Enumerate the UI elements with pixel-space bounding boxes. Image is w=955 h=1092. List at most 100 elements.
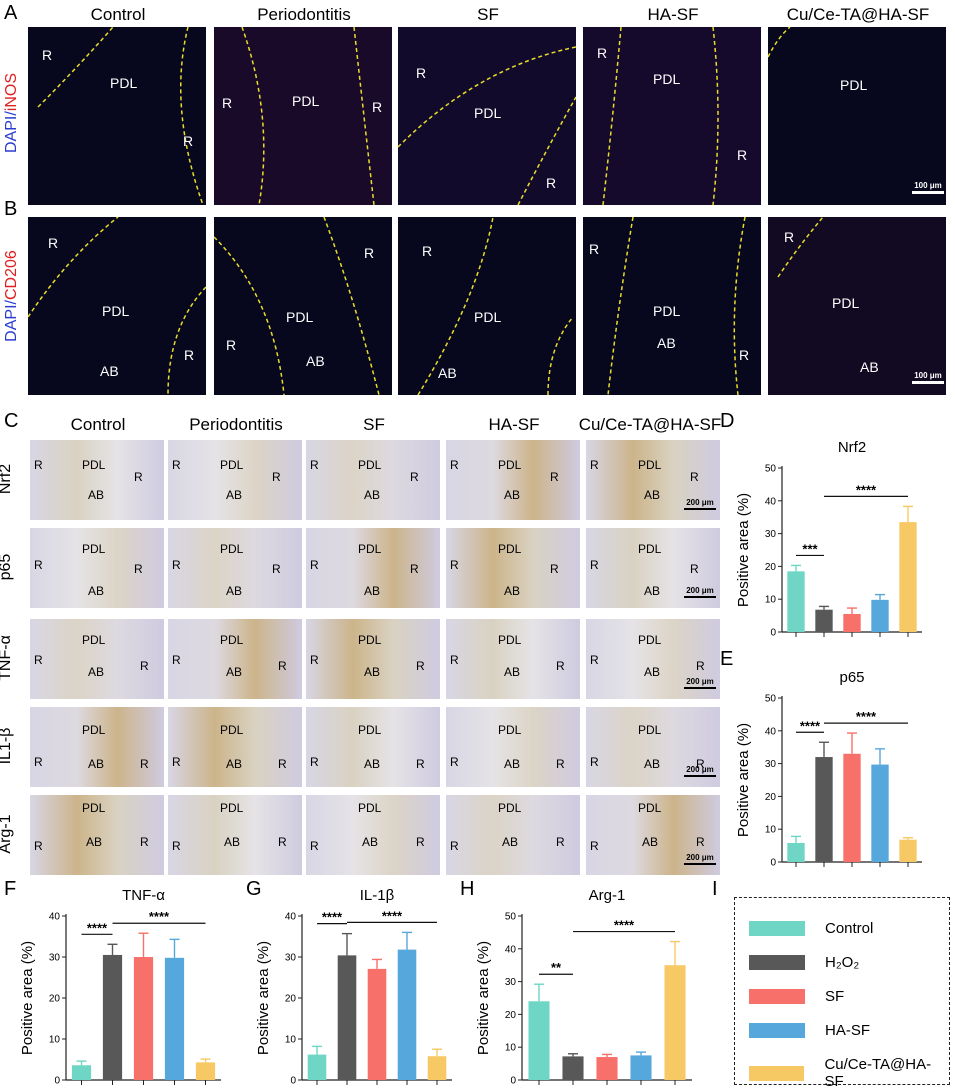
ihc-tissue-label: R xyxy=(556,835,565,849)
ihc-tissue-label: PDL xyxy=(220,801,244,815)
fluor-b-periodontitis: R PDL R AB xyxy=(214,217,392,395)
tissue-label: PDL xyxy=(653,71,681,87)
ihc-image: R PDL AB R xyxy=(306,528,440,608)
ihc-tissue-label: AB xyxy=(644,757,661,771)
tissue-label: PDL xyxy=(474,309,502,325)
legend-item-cuce: Cu/Ce-TA@HA-SF xyxy=(749,1056,949,1090)
tissue-label: R xyxy=(416,65,427,81)
ihc-tissue-label: PDL xyxy=(220,633,244,647)
ihc-image: PDL R AB R xyxy=(30,795,164,875)
ihc-tissue-label: PDL xyxy=(498,801,522,815)
legend: Control H₂O₂ SF HA-SF Cu/Ce-TA@HA-SF xyxy=(734,897,950,1090)
tissue-label: R xyxy=(597,45,608,61)
ihc-tissue-label: AB xyxy=(226,584,243,598)
significance-label: *** xyxy=(802,541,818,556)
legend-item-control: Control xyxy=(749,920,873,937)
fluor-a-cuce: PDL 100 μm xyxy=(768,27,946,205)
ihc-image: PDL R AB R xyxy=(168,795,302,875)
ihc-row-label: TNF-α xyxy=(0,635,14,681)
ihc-tissue-label: AB xyxy=(644,488,661,502)
ihc-image: R PDL AB R xyxy=(30,440,164,520)
bar xyxy=(367,968,387,1080)
ihc-image: R PDL AB R xyxy=(306,440,440,520)
ihc-image: R PDL AB R xyxy=(168,440,302,520)
tissue-label: PDL xyxy=(292,93,320,109)
bar xyxy=(307,1054,327,1080)
ihc-tissue-label: PDL xyxy=(220,542,244,556)
ihc-tissue-label: R xyxy=(272,470,281,484)
ihc-tissue-label: R xyxy=(278,659,287,673)
ihc-tissue-label: PDL xyxy=(358,542,382,556)
ihc-tissue-label: AB xyxy=(504,757,521,771)
y-tick-label: 30 xyxy=(505,977,517,988)
bar xyxy=(843,753,861,862)
bar xyxy=(871,764,889,862)
boundary-lines-icon xyxy=(777,217,824,278)
bar xyxy=(71,1065,92,1080)
tissue-label: R xyxy=(546,175,557,191)
chart-title: Arg-1 xyxy=(589,887,626,904)
ihc-tissue-label: R xyxy=(696,835,705,849)
y-tick-label: 10 xyxy=(765,825,777,836)
legend-swatch xyxy=(749,989,805,1004)
y-tick-label: 50 xyxy=(505,912,517,923)
ihc-tissue-label: R xyxy=(140,835,149,849)
col-title-c-periodontitis: Periodontitis xyxy=(189,415,283,434)
ihc-tissue-label: PDL xyxy=(498,633,522,647)
y-tick-label: 20 xyxy=(765,792,777,803)
y-tick-label: 40 xyxy=(505,944,517,955)
fluor-b-cuce: R PDL AB 100 μm xyxy=(768,217,946,395)
col-title-c-sf: SF xyxy=(363,415,385,434)
ihc-tissue-label: R xyxy=(690,470,699,484)
ihc-tissue-label: R xyxy=(310,755,319,769)
ihc-tissue-label: R xyxy=(556,659,565,673)
y-axis-label: Positive area (%) xyxy=(255,941,272,1055)
significance-label: **** xyxy=(87,920,108,935)
tissue-label: R xyxy=(184,347,195,363)
bar xyxy=(596,1057,618,1080)
col-title-c-control: Control xyxy=(70,415,126,434)
y-tick-label: 40 xyxy=(765,496,777,507)
tissue-label: R xyxy=(183,133,194,149)
ihc-tissue-label: R xyxy=(590,653,599,667)
ihc-image: R PDL AB R 200 μm xyxy=(586,528,720,608)
boundary-lines-icon xyxy=(417,217,574,395)
row-label-a: DAPI/iNOS xyxy=(3,63,21,163)
col-title-periodontitis: Periodontitis xyxy=(257,5,351,24)
y-tick-label: 0 xyxy=(290,1076,296,1087)
ihc-tissue-label: PDL xyxy=(82,723,106,737)
fluor-b-ha-sf: R PDL AB R xyxy=(583,217,761,395)
significance-label: **** xyxy=(800,718,821,733)
bar xyxy=(815,757,833,862)
scale-text: 100 μm xyxy=(914,371,942,380)
fluor-a-sf: R PDL R xyxy=(398,27,576,205)
ihc-tissue-label: R xyxy=(690,562,699,576)
bar xyxy=(133,957,154,1080)
ihc-tissue-label: R xyxy=(172,755,181,769)
ihc-tissue-label: R xyxy=(172,839,181,853)
label-cd206: CD206 xyxy=(3,250,20,301)
y-tick-label: 10 xyxy=(49,1035,61,1046)
chart-p65: p65 Positive area (%) 0 10 20 30 40 50 **** **** xyxy=(735,669,922,869)
ihc-tissue-label: R xyxy=(590,755,599,769)
ihc-tissue-label: R xyxy=(278,757,287,771)
ihc-image: R PDL AB R xyxy=(168,707,302,787)
fluor-b-sf: R PDL AB xyxy=(398,217,576,395)
boundary-lines-icon xyxy=(607,217,746,395)
tissue-label: R xyxy=(422,243,433,259)
bar xyxy=(427,1056,447,1080)
tissue-label: AB xyxy=(306,353,325,369)
legend-item-sf: SF xyxy=(749,988,844,1005)
ihc-tissue-label: R xyxy=(140,659,149,673)
label-inos: iNOS xyxy=(3,72,20,112)
tissue-label: R xyxy=(222,95,233,111)
ihc-tissue-label: PDL xyxy=(498,723,522,737)
bar xyxy=(815,609,833,632)
tissue-label: R xyxy=(589,241,600,257)
ihc-tissue-label: R xyxy=(310,839,319,853)
boundary-lines-icon xyxy=(241,27,375,205)
ihc-tissue-label: PDL xyxy=(358,801,382,815)
legend-label: Control xyxy=(825,920,874,937)
ihc-image: R PDL AB R xyxy=(446,619,580,699)
fluor-b-control: R PDL AB R xyxy=(28,217,206,395)
